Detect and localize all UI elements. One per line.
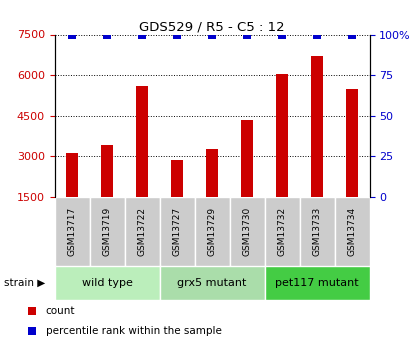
Text: GSM13733: GSM13733	[312, 207, 322, 256]
Bar	[299, 197, 335, 266]
Bar	[101, 145, 113, 237]
Bar	[160, 266, 265, 300]
Title: GDS529 / R5 - C5 : 12: GDS529 / R5 - C5 : 12	[139, 20, 285, 33]
Text: pet117 mutant: pet117 mutant	[275, 278, 359, 288]
Bar	[265, 266, 370, 300]
Bar	[171, 160, 183, 237]
Bar	[125, 197, 160, 266]
Point	[279, 32, 286, 37]
Point	[139, 32, 145, 37]
Bar	[66, 154, 78, 237]
Bar	[311, 56, 323, 237]
Bar	[89, 197, 125, 266]
Bar	[194, 197, 230, 266]
Text: wild type: wild type	[81, 278, 133, 288]
Bar	[55, 266, 160, 300]
Point	[209, 32, 215, 37]
Bar	[55, 197, 89, 266]
Text: GSM13722: GSM13722	[138, 207, 147, 256]
Point	[29, 328, 36, 334]
Point	[349, 32, 355, 37]
Bar	[265, 197, 299, 266]
Point	[244, 32, 250, 37]
Text: GSM13732: GSM13732	[278, 207, 286, 256]
Text: GSM13727: GSM13727	[173, 207, 181, 256]
Text: GSM13729: GSM13729	[207, 207, 217, 256]
Point	[29, 308, 36, 313]
Text: GSM13717: GSM13717	[68, 207, 76, 256]
Bar	[335, 197, 370, 266]
Bar	[241, 120, 253, 237]
Point	[69, 32, 76, 37]
Text: grx5 mutant: grx5 mutant	[177, 278, 247, 288]
Bar	[276, 74, 288, 237]
Bar	[346, 89, 358, 237]
Point	[104, 32, 110, 37]
Bar	[160, 197, 194, 266]
Bar	[206, 149, 218, 237]
Text: percentile rank within the sample: percentile rank within the sample	[46, 326, 221, 336]
Text: GSM13734: GSM13734	[348, 207, 357, 256]
Point	[314, 32, 320, 37]
Text: strain ▶: strain ▶	[4, 278, 45, 288]
Point	[174, 32, 181, 37]
Text: count: count	[46, 306, 75, 315]
Text: GSM13730: GSM13730	[243, 207, 252, 256]
Text: GSM13719: GSM13719	[102, 207, 112, 256]
Bar	[136, 86, 148, 237]
Bar	[230, 197, 265, 266]
